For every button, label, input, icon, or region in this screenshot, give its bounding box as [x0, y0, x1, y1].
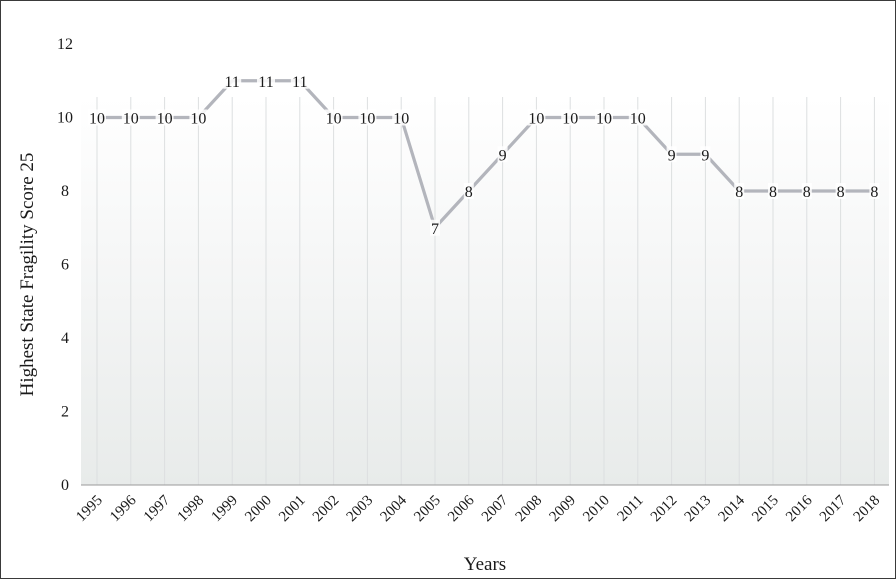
- x-tick-label: 2010: [580, 493, 613, 526]
- y-tick-label: 10: [57, 110, 73, 127]
- data-label-bg: [358, 109, 377, 126]
- data-label-bg: [869, 183, 880, 199]
- data-label-2001: 11: [292, 74, 307, 91]
- data-label-2009: 10: [562, 111, 578, 128]
- x-tick-label: 2014: [716, 492, 749, 525]
- data-label-2011: 10: [630, 111, 646, 128]
- data-label-bg: [290, 72, 309, 89]
- y-tick-label: 4: [61, 330, 69, 347]
- data-label-bg: [88, 109, 106, 126]
- data-label-bg: [189, 109, 208, 126]
- x-tick-label: 2012: [648, 493, 681, 526]
- y-tick-label: 6: [61, 257, 69, 274]
- data-label-2018: 8: [870, 184, 878, 201]
- data-label-2004: 10: [393, 111, 409, 128]
- x-tick-label: 1999: [209, 493, 242, 526]
- data-label-2015: 8: [769, 184, 777, 201]
- data-label-bg: [121, 109, 140, 126]
- data-label-bg: [430, 219, 440, 236]
- data-label-2014: 8: [735, 184, 743, 201]
- y-tick-label: 0: [61, 477, 69, 494]
- data-label-2012: 9: [668, 147, 676, 164]
- data-label-bg: [768, 183, 778, 199]
- data-label-bg: [392, 109, 411, 126]
- data-label-bg: [257, 72, 275, 89]
- y-axis-title: Highest State Fragility Score 25: [17, 153, 38, 397]
- data-label-1995: 10: [89, 111, 105, 128]
- data-label-bg: [223, 72, 242, 89]
- x-tick-label: 2000: [242, 493, 275, 526]
- x-tick-label: 2001: [276, 493, 309, 526]
- x-tick-label: 1996: [107, 492, 140, 525]
- data-label-bg: [497, 146, 508, 163]
- x-tick-label: 2015: [749, 493, 782, 526]
- data-label-1997: 10: [157, 111, 173, 128]
- data-label-bg: [527, 109, 546, 126]
- data-label-2007: 9: [499, 147, 507, 164]
- x-tick-label: 2003: [344, 493, 377, 526]
- y-tick-label: 8: [61, 183, 69, 200]
- x-tick-label: 2011: [614, 493, 646, 525]
- x-tick-label: 2002: [310, 493, 343, 526]
- data-label-bg: [801, 183, 812, 199]
- x-tick-label: 2009: [547, 493, 580, 526]
- data-label-2005: 7: [431, 221, 439, 238]
- data-label-bg: [155, 109, 174, 126]
- x-tick-label: 2004: [378, 492, 411, 525]
- data-label-1996: 10: [123, 111, 139, 128]
- data-label-2016: 8: [803, 184, 811, 201]
- plot-background: [81, 97, 889, 485]
- data-label-2013: 9: [701, 147, 709, 164]
- x-tick-label: 2006: [445, 492, 478, 525]
- data-label-2003: 10: [359, 111, 375, 128]
- x-tick-label: 1995: [73, 493, 106, 526]
- data-label-bg: [595, 109, 613, 126]
- data-label-2000: 11: [258, 74, 273, 91]
- data-label-1998: 10: [190, 111, 206, 128]
- y-tick-label: 12: [57, 36, 73, 53]
- data-label-bg: [463, 183, 474, 199]
- y-tick-label: 2: [61, 404, 69, 421]
- data-label-2008: 10: [528, 111, 544, 128]
- data-label-2006: 8: [465, 184, 473, 201]
- data-label-1999: 11: [224, 74, 239, 91]
- data-label-bg: [561, 109, 580, 126]
- x-axis-title: Years: [464, 554, 506, 575]
- x-tick-label: 1997: [141, 492, 174, 525]
- data-label-2002: 10: [326, 111, 342, 128]
- x-tick-label: 2008: [513, 493, 546, 526]
- x-tick-label: 2005: [411, 493, 444, 526]
- x-tick-label: 2013: [682, 493, 715, 526]
- x-tick-label: 1998: [175, 493, 208, 526]
- data-label-2010: 10: [596, 111, 612, 128]
- x-tick-label: 2018: [851, 493, 884, 526]
- x-tick-label: 2016: [783, 492, 816, 525]
- data-label-bg: [700, 146, 711, 163]
- data-label-bg: [734, 183, 745, 199]
- x-tick-label: 2007: [479, 492, 512, 525]
- data-label-2017: 8: [837, 184, 845, 201]
- x-tick-label: 2017: [817, 492, 850, 525]
- data-label-bg: [835, 183, 846, 199]
- data-label-bg: [666, 146, 677, 163]
- data-label-bg: [324, 109, 343, 126]
- data-label-bg: [628, 109, 647, 126]
